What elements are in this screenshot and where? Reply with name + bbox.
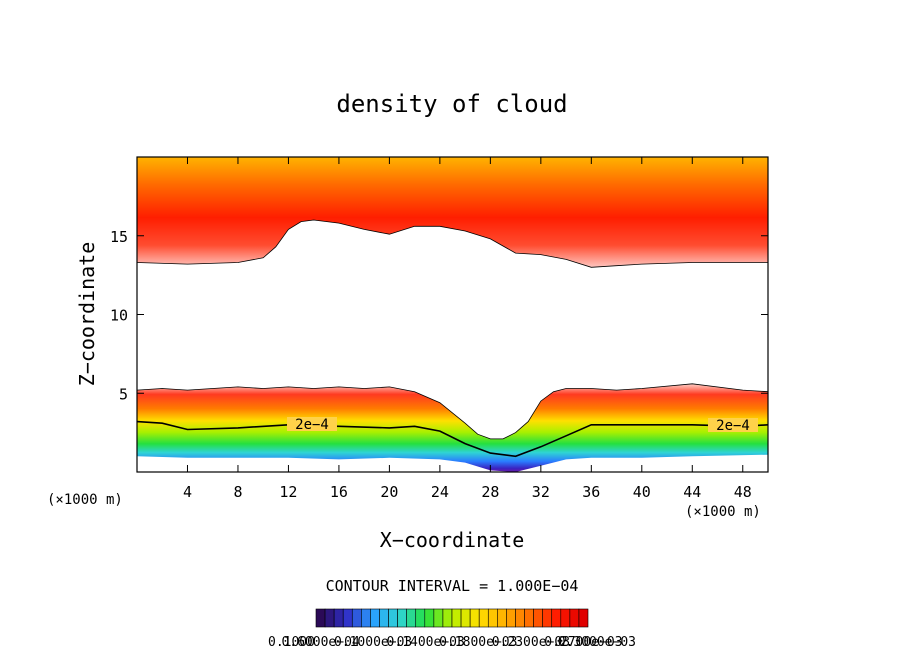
colorbar-swatch [506,608,516,628]
colorbar-swatch [542,608,553,628]
colorbar-tick-label: 0.1000e−03 [334,635,412,650]
colorbar-swatch [560,608,571,628]
x-axis-label: X−coordinate [380,528,525,552]
colorbar-tick-label: 0.1000 [268,635,315,650]
x-tick-label: 32 [532,483,550,501]
colorbar-swatch [442,608,453,628]
lower-cloud-edge [137,383,768,440]
x-axis: 4 8 12 16 20 24 28 32 36 40 44 48 [183,157,752,501]
colorbar-swatch [460,608,471,628]
x-unit-left: (×1000 m) [47,492,123,508]
colorbar [315,608,589,628]
x-tick-label: 36 [582,483,600,501]
colorbar-tick-label: 0.2700e−03 [544,635,622,650]
x-tick-label: 28 [481,483,499,501]
y-axis: 5 10 15 [110,228,768,403]
colorbar-swatch [497,608,507,628]
colorbar-labels: 0.10000.6000e−040.1000e−030.1400e−030.18… [268,635,636,650]
colorbar-swatch [370,608,380,628]
colorbar-swatch [424,608,435,628]
contour-interval: CONTOUR INTERVAL = 1.000E−04 [326,577,579,595]
x-tick-label: 8 [233,483,242,501]
colorbar-swatch [324,608,335,628]
colorbar-swatch [415,608,426,628]
y-tick-label: 10 [110,307,128,325]
colorbar-swatch [406,608,417,628]
contour-label-right: 2e−4 [716,418,750,434]
contour-line-2e-4 [137,420,768,458]
x-tick-label: 12 [279,483,297,501]
x-tick-label: 48 [734,483,752,501]
colorbar-swatch [515,608,525,628]
colorbar-swatch [379,608,389,628]
colorbar-swatch [397,608,407,628]
plot-area [137,157,768,472]
colorbar-swatch [478,608,489,628]
y-tick-label: 15 [110,228,128,246]
chart-title: density of cloud [336,90,567,118]
contour-labels: 2e−4 2e−4 [287,417,758,434]
colorbar-swatch [487,608,498,628]
lower-cloud-region [137,383,768,472]
colorbar-tick-label: 0.1800e−03 [439,635,517,650]
colorbar-tick-label: 0.2300e−03 [492,635,570,650]
colorbar-swatch [524,608,534,628]
colorbar-tick-label: 0.6000e−04 [281,635,359,650]
colorbar-swatch [469,608,480,628]
colorbar-swatch [551,608,562,628]
x-unit-right: (×1000 m) [685,504,761,520]
y-tick-label: 5 [119,385,128,403]
colorbar-tick-label: 0.3000e−03 [558,635,636,650]
colorbar-swatch [578,608,589,628]
y-axis-label: Z−coordinate [75,242,99,387]
upper-cloud-edge [137,219,768,268]
upper-cloud-region [137,157,768,268]
colorbar-swatch [388,608,398,628]
x-tick-label: 16 [330,483,348,501]
colorbar-swatch [451,608,462,628]
x-tick-label: 24 [431,483,449,501]
colorbar-swatch [433,608,444,628]
colorbar-swatch [351,608,362,628]
colorbar-swatch [533,608,543,628]
x-tick-label: 20 [380,483,398,501]
colorbar-tick-label: 0.1400e−03 [387,635,465,650]
colorbar-swatch [569,608,580,628]
colorbar-swatch [315,608,326,628]
colorbar-swatch [342,608,353,628]
colorbar-swatch [333,608,344,628]
x-tick-label: 40 [633,483,651,501]
x-tick-label: 44 [683,483,701,501]
contour-label-left: 2e−4 [295,417,329,433]
colorbar-swatch [361,608,371,628]
x-tick-label: 4 [183,483,192,501]
